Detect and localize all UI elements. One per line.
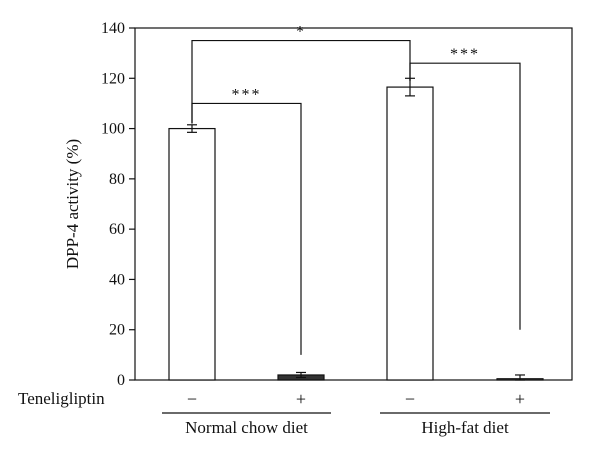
bar (386, 86, 434, 381)
significance-bracket (409, 62, 521, 330)
y-tick-label: 40 (109, 271, 125, 288)
significance-label: *** (450, 46, 480, 63)
y-axis-label: DPP-4 activity (%) (63, 139, 82, 269)
factor-label: Teneligliptin (18, 389, 105, 408)
y-axis-ticks: 0 20 40 60 80 100 120 140 (101, 20, 135, 389)
y-tick-label: 0 (117, 372, 125, 389)
plot-frame (134, 27, 573, 381)
significance-bracket (191, 102, 302, 355)
y-tick-label: 100 (101, 121, 125, 138)
bar (168, 127, 216, 381)
factor-sign: + (515, 389, 525, 409)
significance-brackets: ******* (191, 24, 521, 355)
group-label: High-fat diet (421, 418, 509, 437)
factor-sign: − (405, 389, 415, 409)
y-tick-label: 120 (101, 70, 125, 87)
factor-signs: − + − + (187, 389, 525, 409)
bars (168, 77, 544, 381)
factor-sign: − (187, 389, 197, 409)
y-tick-label: 60 (109, 221, 125, 238)
y-tick-label: 140 (101, 20, 125, 37)
significance-label: *** (232, 86, 262, 103)
group-labels: Normal chow diet High-fat diet (162, 412, 550, 437)
group-label: Normal chow diet (185, 418, 308, 437)
y-tick-label: 80 (109, 171, 125, 188)
significance-bracket (191, 39, 411, 124)
factor-sign: + (296, 389, 306, 409)
y-tick-label: 20 (109, 322, 125, 339)
significance-label: * (296, 24, 306, 41)
